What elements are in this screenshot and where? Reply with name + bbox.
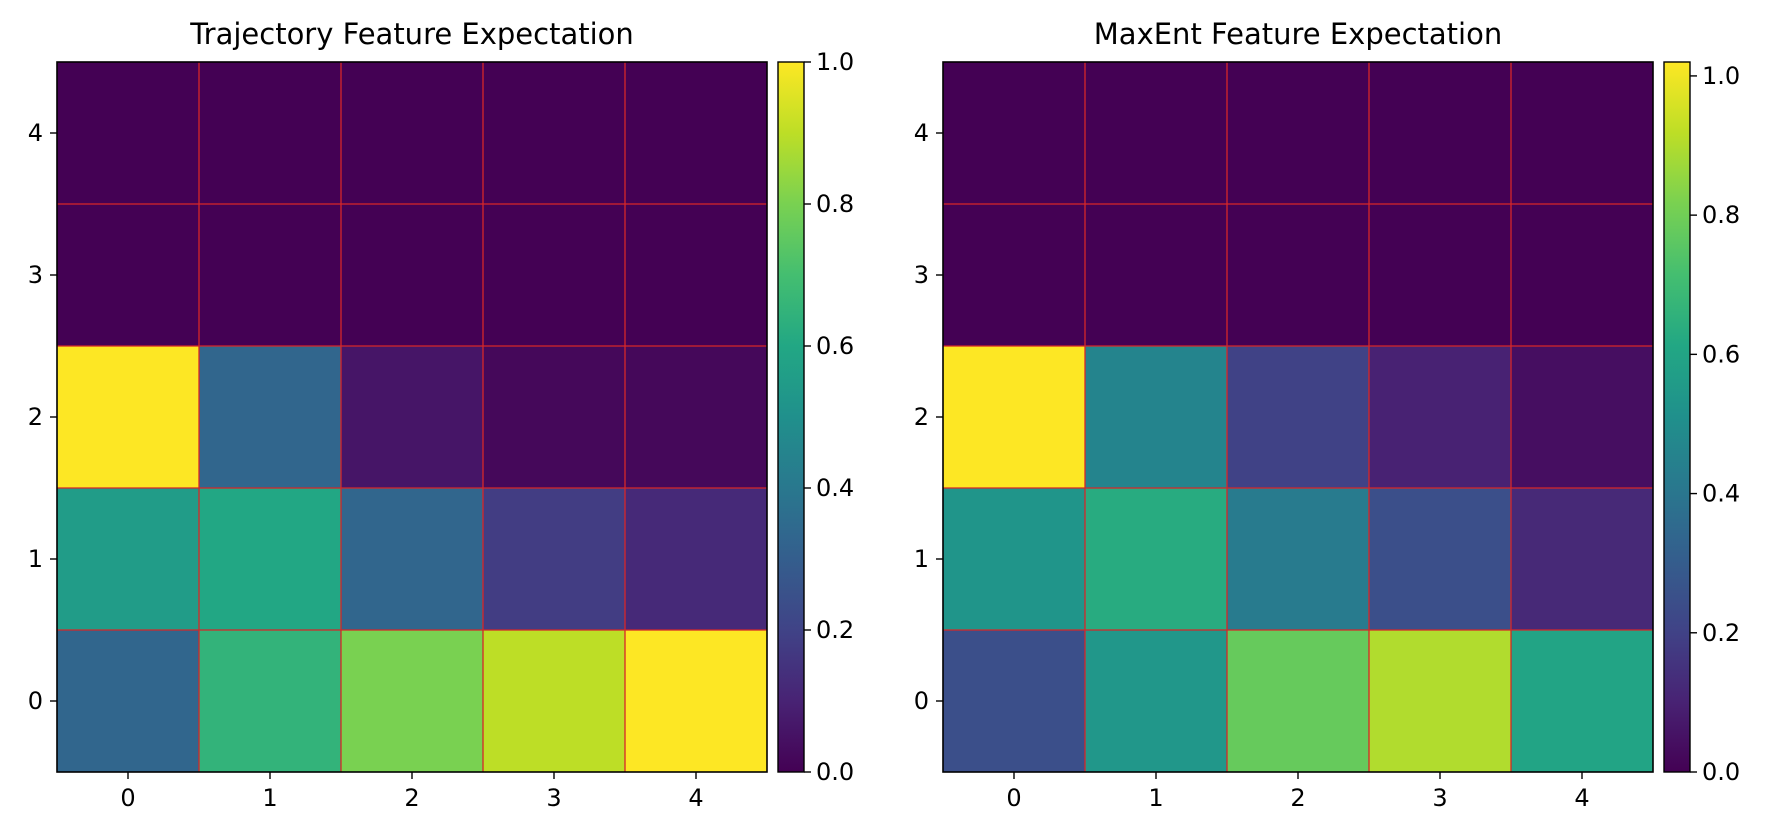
colorbar-tick-label-0.8: 0.8 (1702, 201, 1740, 229)
heat-cell-r3-c2 (341, 204, 483, 346)
heat-cell-r1-c0 (57, 488, 199, 630)
heat-cell-r0-c3 (483, 630, 625, 772)
heat-cell-r3-c1 (199, 204, 341, 346)
y-tick-label-0: 0 (28, 687, 43, 715)
heat-cell-r1-c1 (199, 488, 341, 630)
heat-cell-r4-c2 (341, 62, 483, 204)
y-tick-label-4: 4 (28, 119, 43, 147)
y-tick-label-1: 1 (28, 545, 43, 573)
heatmap-panel-0: Trajectory Feature Expectation 0 1 2 3 4 0 1 2 3 4… (28, 17, 854, 812)
heat-cell-r0-c4 (1511, 630, 1653, 772)
colorbar-tick-label-1.0: 1.0 (1702, 62, 1740, 90)
heat-cell-r0-c0 (57, 630, 199, 772)
y-tick-label-3: 3 (28, 261, 43, 289)
y-tick-label-1: 1 (914, 545, 929, 573)
heat-cell-r4-c0 (943, 62, 1085, 204)
y-tick-label-4: 4 (914, 119, 929, 147)
heat-cell-r2-c2 (1227, 346, 1369, 488)
colorbar-tick-label-0.8: 0.8 (816, 190, 854, 218)
heat-cell-r3-c3 (1369, 204, 1511, 346)
heat-cell-r3-c2 (1227, 204, 1369, 346)
x-tick-label-0: 0 (120, 784, 135, 812)
x-tick-label-3: 3 (546, 784, 561, 812)
x-tick-label-1: 1 (1148, 784, 1163, 812)
heat-cell-r0-c0 (943, 630, 1085, 772)
heat-cell-r1-c3 (483, 488, 625, 630)
colorbar-0 (777, 61, 805, 773)
heat-cell-r4-c0 (57, 62, 199, 204)
heat-cell-r0-c4 (625, 630, 767, 772)
heat-cell-r4-c4 (625, 62, 767, 204)
heat-cell-r3-c0 (57, 204, 199, 346)
y-tick-label-3: 3 (914, 261, 929, 289)
x-tick-label-2: 2 (1290, 784, 1305, 812)
heat-cell-r2-c4 (625, 346, 767, 488)
heat-cell-r3-c3 (483, 204, 625, 346)
heat-cell-r2-c2 (341, 346, 483, 488)
x-tick-label-4: 4 (688, 784, 703, 812)
x-tick-label-4: 4 (1574, 784, 1589, 812)
colorbar-tick-label-0.2: 0.2 (816, 616, 854, 644)
heat-cell-r2-c1 (199, 346, 341, 488)
heat-cell-r1-c0 (943, 488, 1085, 630)
colorbar-tick-label-0.4: 0.4 (816, 474, 854, 502)
heat-cell-r1-c4 (1511, 488, 1653, 630)
chart-title-0: Trajectory Feature Expectation (189, 17, 634, 51)
heat-cell-r1-c2 (341, 488, 483, 630)
heat-cell-r2-c0 (57, 346, 199, 488)
heat-cell-r1-c1 (1085, 488, 1227, 630)
x-tick-label-0: 0 (1006, 784, 1021, 812)
colorbar-tick-label-0.6: 0.6 (816, 332, 854, 360)
heat-cell-r0-c3 (1369, 630, 1511, 772)
heat-cell-r4-c1 (199, 62, 341, 204)
colorbar-tick-label-1.0: 1.0 (816, 48, 854, 76)
heat-cell-r2-c1 (1085, 346, 1227, 488)
chart-title-1: MaxEnt Feature Expectation (1094, 17, 1502, 51)
heat-cell-r0-c2 (341, 630, 483, 772)
heat-cell-r2-c4 (1511, 346, 1653, 488)
colorbar-tick-label-0.2: 0.2 (1702, 619, 1740, 647)
heat-cell-r2-c0 (943, 346, 1085, 488)
heatmap-panel-1: MaxEnt Feature Expectation 0 1 2 3 4 0 1 2 3 4 0.0 0… (914, 17, 1740, 812)
heat-cell-r3-c4 (625, 204, 767, 346)
heat-cell-r4-c4 (1511, 62, 1653, 204)
x-tick-label-3: 3 (1432, 784, 1447, 812)
colorbar-1 (1663, 61, 1691, 773)
heat-cell-r1-c4 (625, 488, 767, 630)
heat-cell-r4-c3 (483, 62, 625, 204)
heat-cell-r3-c1 (1085, 204, 1227, 346)
heat-cell-r0-c1 (1085, 630, 1227, 772)
heat-cell-r0-c2 (1227, 630, 1369, 772)
heat-cell-r4-c3 (1369, 62, 1511, 204)
x-tick-label-2: 2 (404, 784, 419, 812)
heat-cell-r3-c4 (1511, 204, 1653, 346)
heat-cell-r2-c3 (483, 346, 625, 488)
y-tick-label-2: 2 (28, 403, 43, 431)
heat-cell-r1-c2 (1227, 488, 1369, 630)
x-tick-label-1: 1 (262, 784, 277, 812)
heat-cell-r4-c1 (1085, 62, 1227, 204)
colorbar-tick-label-0.4: 0.4 (1702, 480, 1740, 508)
colorbar-tick-label-0.6: 0.6 (1702, 340, 1740, 368)
y-tick-label-2: 2 (914, 403, 929, 431)
heat-cell-r3-c0 (943, 204, 1085, 346)
heat-cell-r0-c1 (199, 630, 341, 772)
colorbar-tick-label-0.0: 0.0 (816, 758, 854, 786)
heat-cell-r2-c3 (1369, 346, 1511, 488)
heat-cell-r1-c3 (1369, 488, 1511, 630)
y-tick-label-0: 0 (914, 687, 929, 715)
heat-cell-r4-c2 (1227, 62, 1369, 204)
colorbar-tick-label-0.0: 0.0 (1702, 758, 1740, 786)
